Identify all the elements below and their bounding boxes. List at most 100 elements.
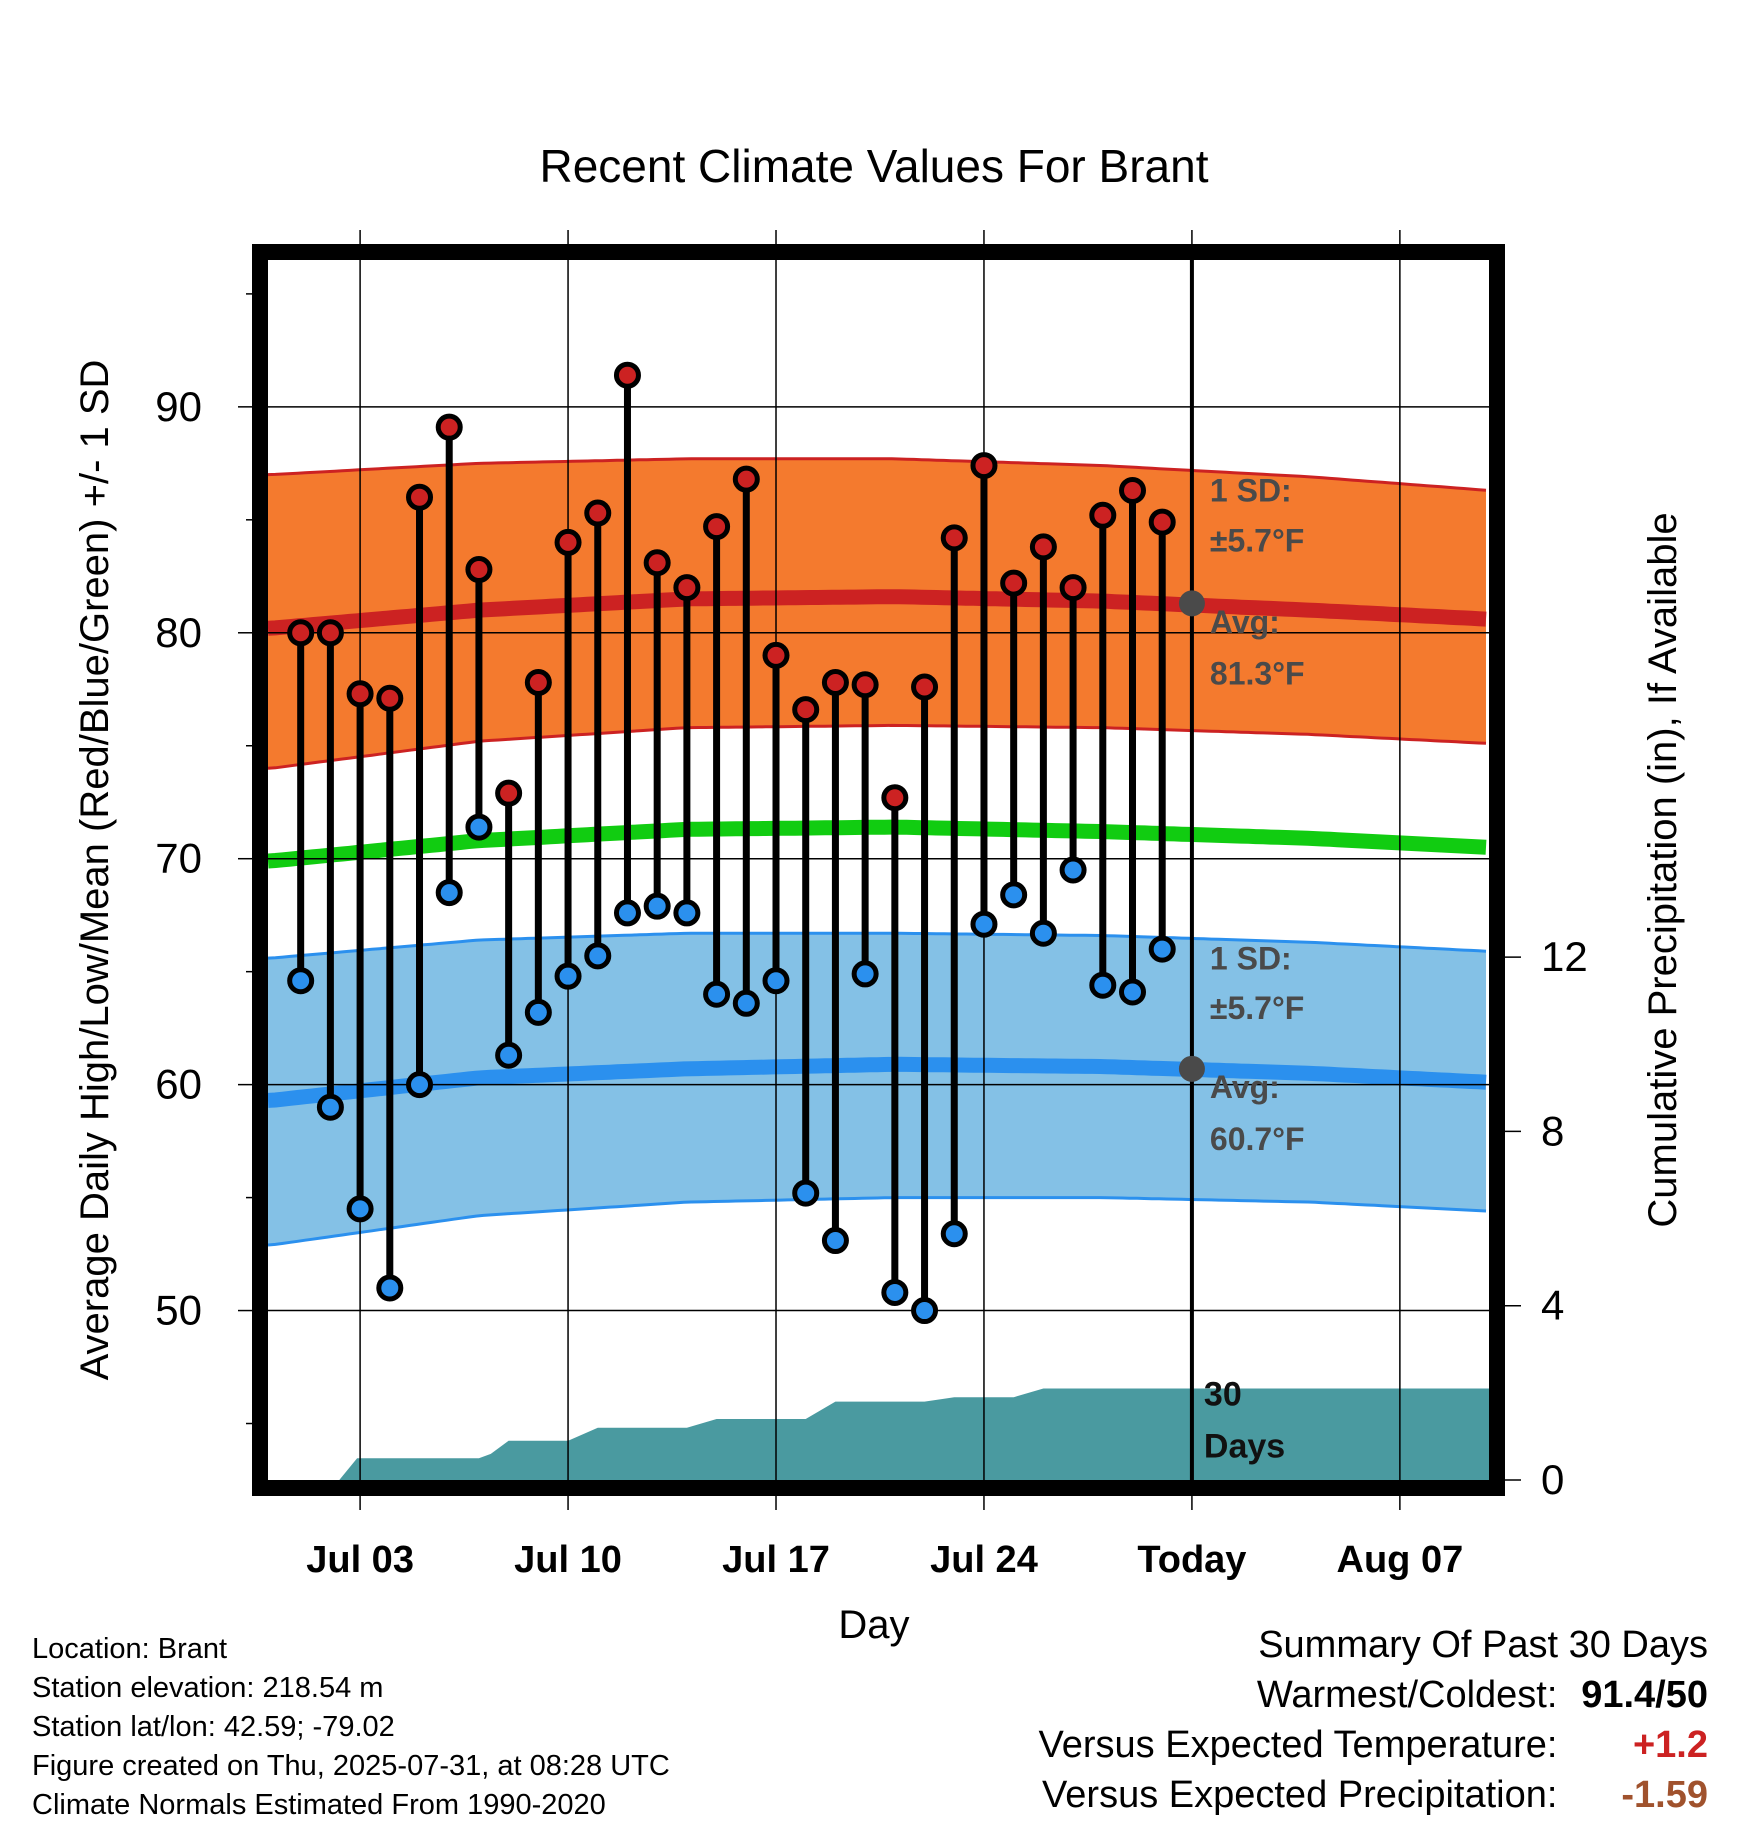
high-temp-point	[435, 413, 463, 441]
high-temp-point	[940, 524, 968, 552]
high-temp-point	[1148, 508, 1176, 536]
x-tick-label: Jul 24	[930, 1539, 1038, 1581]
summary-title: Summary Of Past 30 Days	[1258, 1624, 1708, 1666]
high-temp-point	[1029, 533, 1057, 561]
y2-tick-label: 8	[1541, 1107, 1564, 1154]
low-temp-point	[1029, 919, 1057, 947]
low-temp-point	[287, 967, 315, 995]
high-temp-point	[524, 668, 552, 696]
normals-text: Climate Normals Estimated From 1990-2020	[32, 1789, 606, 1821]
high-temp-point	[613, 361, 641, 389]
low-temp-point	[1000, 881, 1028, 909]
high-temp-point	[287, 619, 315, 647]
summary-panel: Summary Of Past 30 Days Warmest/Coldest:…	[808, 1620, 1708, 1820]
high-temp-point	[970, 452, 998, 480]
high-sd-value: ±5.7°F	[1210, 522, 1304, 558]
low-temp-point	[524, 998, 552, 1026]
low-temp-point	[1059, 856, 1087, 884]
chart-title: Recent Climate Values For Brant	[540, 140, 1209, 192]
low-temp-point	[703, 980, 731, 1008]
high-temp-point	[495, 779, 523, 807]
low-sd-label: 1 SD:	[1210, 940, 1292, 976]
low-temp-point	[911, 1297, 939, 1325]
plot-area	[268, 260, 1489, 1480]
high-temp-point	[792, 696, 820, 724]
temp-label: Versus Expected Temperature:	[1038, 1724, 1558, 1766]
high-temp-point	[316, 619, 344, 647]
low-normal-line	[268, 1056, 1487, 1108]
high-avg-value: 81.3°F	[1210, 656, 1305, 692]
low-temp-point	[1148, 935, 1176, 963]
low-temp-point	[346, 1195, 374, 1223]
temp-value: +1.2	[1632, 1724, 1708, 1766]
low-temp-point	[465, 813, 493, 841]
location-text: Location: Brant	[32, 1633, 228, 1665]
warmest-label: Warmest/Coldest:	[1256, 1674, 1558, 1716]
summary-warmest-row: Warmest/Coldest: 91.4/50	[808, 1670, 1708, 1720]
x-tick-label: Today	[1137, 1539, 1246, 1581]
high-normal-line	[268, 589, 1487, 636]
low-sd-lower-line	[268, 1196, 1487, 1247]
low-temp-point	[495, 1041, 523, 1069]
high-temp-point	[1000, 569, 1028, 597]
high-temp-point	[911, 673, 939, 701]
high-temp-point	[881, 784, 909, 812]
x-tick-label: Aug 07	[1337, 1539, 1464, 1581]
high-temp-point	[346, 680, 374, 708]
low-temp-point	[881, 1278, 909, 1306]
x-tick-label: Jul 03	[306, 1539, 414, 1581]
high-temp-point	[821, 668, 849, 696]
precip-value: -1.59	[1621, 1774, 1708, 1816]
high-sd-label: 1 SD:	[1210, 473, 1292, 509]
high-temp-point	[732, 465, 760, 493]
high-sd-lower-line	[268, 723, 1487, 770]
high-temp-point	[1059, 574, 1087, 602]
high-temp-point	[643, 549, 671, 577]
mean-normal-line	[268, 819, 1487, 869]
low-avg-value: 60.7°F	[1210, 1121, 1305, 1157]
low-temp-point	[435, 879, 463, 907]
low-temp-point	[643, 892, 671, 920]
low-temp-point	[821, 1227, 849, 1255]
y2-tick-label: 0	[1541, 1456, 1564, 1503]
low-temp-point	[732, 989, 760, 1017]
today-high-normal-marker	[1178, 590, 1205, 617]
y2-tick-label: 12	[1541, 933, 1588, 980]
period-days-label: Days	[1204, 1427, 1285, 1465]
precip-label: Versus Expected Precipitation:	[1042, 1774, 1558, 1816]
high-temp-point	[406, 483, 434, 511]
low-temp-point	[792, 1179, 820, 1207]
y-tick-label: 50	[155, 1287, 202, 1334]
plot-frame	[252, 244, 1505, 1496]
high-temp-point	[762, 641, 790, 669]
low-temp-point	[1089, 971, 1117, 999]
summary-temp-row: Versus Expected Temperature: +1.2	[808, 1720, 1708, 1770]
summary-precip-row: Versus Expected Precipitation: -1.59	[808, 1770, 1708, 1820]
high-temp-point	[465, 556, 493, 584]
today-low-normal-marker	[1178, 1055, 1205, 1082]
x-tick-label: Jul 17	[722, 1539, 830, 1581]
low-sd-band	[268, 933, 1486, 1245]
y2-axis-label: Cumulative Precipitation (in), If Availa…	[1641, 512, 1685, 1227]
high-temp-point	[673, 574, 701, 602]
high-temp-point	[703, 513, 731, 541]
warmest-value: 91.4/50	[1581, 1674, 1708, 1716]
high-temp-point	[1089, 501, 1117, 529]
low-temp-point	[1119, 978, 1147, 1006]
low-temp-point	[613, 899, 641, 927]
low-temp-point	[762, 967, 790, 995]
low-temp-point	[316, 1093, 344, 1121]
latlon-text: Station lat/lon: 42.59; -79.02	[32, 1711, 395, 1743]
created-text: Figure created on Thu, 2025-07-31, at 08…	[32, 1750, 670, 1782]
high-temp-point	[584, 499, 612, 527]
y-axis-label: Average Daily High/Low/Mean (Red/Blue/Gr…	[73, 360, 117, 1381]
low-sd-value: ±5.7°F	[1210, 990, 1304, 1026]
low-temp-point	[554, 962, 582, 990]
low-temp-point	[673, 899, 701, 927]
elevation-text: Station elevation: 218.54 m	[32, 1672, 384, 1704]
station-info: Location: Brant Station elevation: 218.5…	[32, 1630, 932, 1825]
high-temp-point	[554, 528, 582, 556]
y2-tick-label: 4	[1541, 1282, 1564, 1329]
low-avg-label: Avg:	[1210, 1069, 1280, 1105]
high-temp-point	[851, 671, 879, 699]
